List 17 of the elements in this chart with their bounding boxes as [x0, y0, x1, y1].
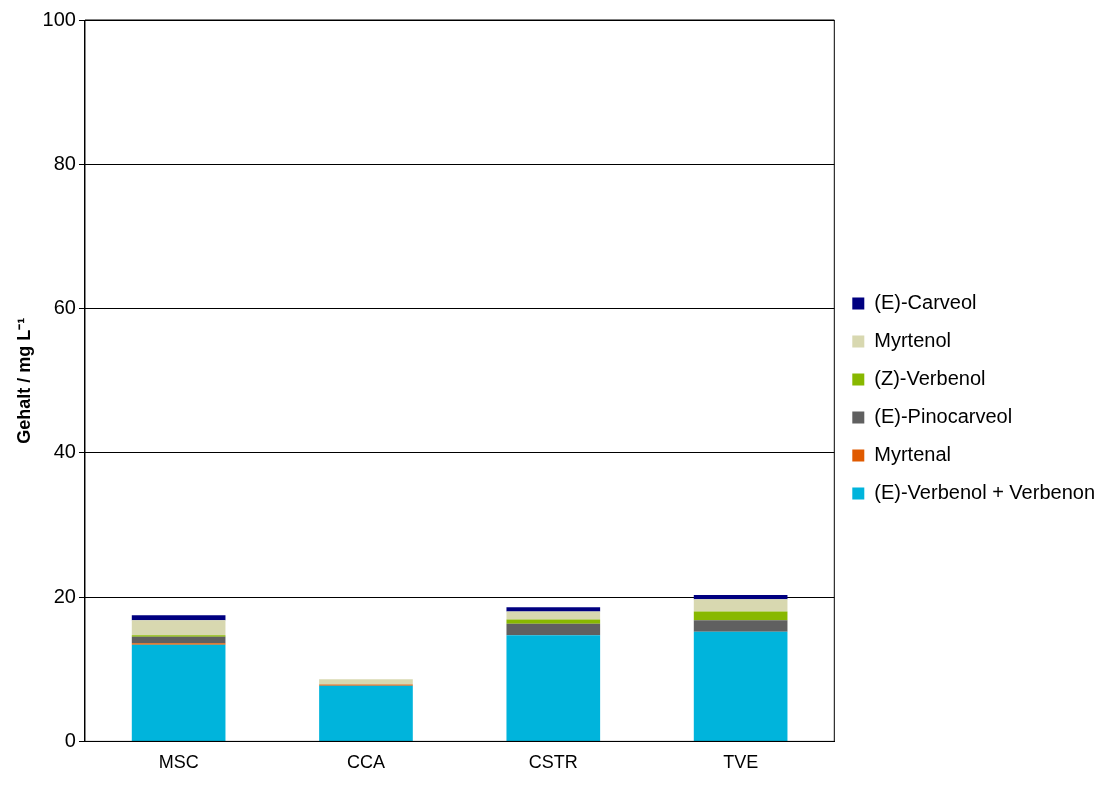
x-tick-label: MSC [158, 752, 199, 773]
legend-label: Myrtenal [874, 443, 951, 466]
y-tick-label: 80 [53, 151, 76, 174]
y-tick-label: 60 [53, 296, 76, 319]
y-tick-label: 40 [53, 440, 76, 463]
x-tick-label: CCA [346, 752, 385, 773]
x-tick-label: CSTR [528, 752, 578, 773]
y-tick-label: 0 [64, 728, 76, 751]
y-tick-label: 20 [53, 584, 76, 607]
legend-label: Myrtenol [874, 329, 951, 352]
legend-label: (E)-Verbenol + Verbenon [874, 481, 1095, 504]
legend-label: (E)-Carveol [874, 291, 977, 314]
x-tick-label: TVE [723, 752, 759, 773]
y-axis-title: Gehalt / mg L⁻¹ [13, 317, 34, 444]
y-tick-label: 100 [42, 7, 76, 30]
legend-label: (Z)-Verbenol [874, 367, 986, 390]
legend-label: (E)-Pinocarveol [874, 405, 1013, 428]
